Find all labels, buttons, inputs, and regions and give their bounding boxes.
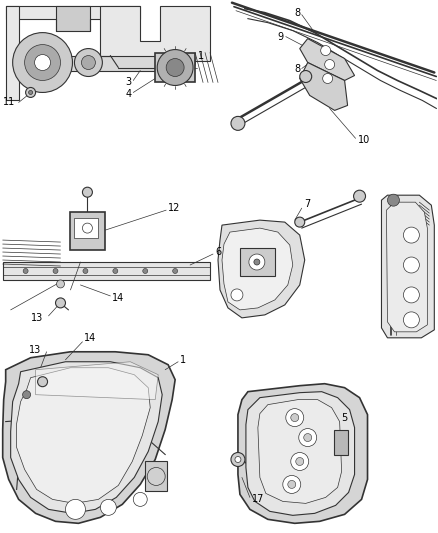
Bar <box>74 218 99 238</box>
Circle shape <box>173 269 178 273</box>
Text: 14: 14 <box>112 293 124 303</box>
Polygon shape <box>17 368 150 503</box>
Polygon shape <box>386 202 427 332</box>
Polygon shape <box>246 392 355 515</box>
Text: 11: 11 <box>3 98 15 108</box>
Circle shape <box>35 54 50 70</box>
Text: 4: 4 <box>125 90 131 100</box>
Circle shape <box>13 33 72 92</box>
Polygon shape <box>218 220 305 318</box>
Circle shape <box>25 45 60 80</box>
Circle shape <box>353 190 366 202</box>
Circle shape <box>25 87 35 98</box>
Circle shape <box>83 269 88 273</box>
Text: 13: 13 <box>28 345 41 355</box>
Polygon shape <box>300 62 348 110</box>
Polygon shape <box>56 6 90 30</box>
Text: 14: 14 <box>85 333 97 343</box>
Circle shape <box>304 433 312 441</box>
Circle shape <box>38 377 48 386</box>
Circle shape <box>388 194 399 206</box>
Text: 3: 3 <box>125 77 131 87</box>
Text: 5: 5 <box>342 413 348 423</box>
Circle shape <box>325 60 335 69</box>
Circle shape <box>53 269 58 273</box>
Text: 1: 1 <box>198 51 204 61</box>
Polygon shape <box>238 384 367 523</box>
Circle shape <box>82 187 92 197</box>
Polygon shape <box>3 262 210 280</box>
Circle shape <box>296 457 304 465</box>
Circle shape <box>166 59 184 77</box>
Text: 10: 10 <box>357 135 370 146</box>
Circle shape <box>100 499 117 515</box>
Circle shape <box>231 289 243 301</box>
Text: 9: 9 <box>278 31 284 42</box>
Circle shape <box>403 257 419 273</box>
Circle shape <box>23 269 28 273</box>
Circle shape <box>143 269 148 273</box>
Polygon shape <box>6 6 140 19</box>
Circle shape <box>231 453 245 466</box>
Circle shape <box>403 227 419 243</box>
Circle shape <box>295 217 305 227</box>
Circle shape <box>74 49 102 77</box>
Polygon shape <box>71 212 106 250</box>
Text: 6: 6 <box>215 247 221 257</box>
Polygon shape <box>35 362 158 400</box>
Circle shape <box>133 492 147 506</box>
Circle shape <box>291 414 299 422</box>
Circle shape <box>323 74 332 84</box>
Circle shape <box>321 46 331 55</box>
Circle shape <box>249 254 265 270</box>
Circle shape <box>288 480 296 488</box>
Text: 13: 13 <box>31 313 43 323</box>
Circle shape <box>56 298 66 308</box>
Circle shape <box>82 223 92 233</box>
Bar <box>334 430 348 455</box>
Text: 8: 8 <box>295 7 301 18</box>
Circle shape <box>291 453 309 471</box>
Polygon shape <box>381 195 434 338</box>
Circle shape <box>113 269 118 273</box>
Circle shape <box>147 467 165 486</box>
Text: 17: 17 <box>252 495 264 504</box>
Circle shape <box>286 409 304 426</box>
Circle shape <box>283 475 301 494</box>
Bar <box>240 248 275 276</box>
Circle shape <box>235 456 241 463</box>
Circle shape <box>57 280 64 288</box>
Text: 7: 7 <box>304 199 310 209</box>
Circle shape <box>23 391 31 399</box>
Circle shape <box>81 55 95 69</box>
Polygon shape <box>222 228 293 310</box>
Polygon shape <box>11 362 162 513</box>
Circle shape <box>299 429 317 447</box>
Circle shape <box>28 91 32 94</box>
Polygon shape <box>258 400 342 503</box>
Polygon shape <box>300 38 355 80</box>
Polygon shape <box>42 55 175 70</box>
Text: 8: 8 <box>295 63 301 74</box>
Text: 12: 12 <box>168 203 180 213</box>
Text: 1: 1 <box>180 355 186 365</box>
Circle shape <box>403 312 419 328</box>
Circle shape <box>254 259 260 265</box>
Polygon shape <box>6 6 19 100</box>
Polygon shape <box>3 352 175 523</box>
Polygon shape <box>155 53 195 83</box>
Circle shape <box>66 499 85 519</box>
Circle shape <box>403 287 419 303</box>
Circle shape <box>157 50 193 85</box>
Circle shape <box>231 116 245 131</box>
Circle shape <box>300 70 312 83</box>
Polygon shape <box>100 6 210 61</box>
Bar <box>145 462 167 491</box>
